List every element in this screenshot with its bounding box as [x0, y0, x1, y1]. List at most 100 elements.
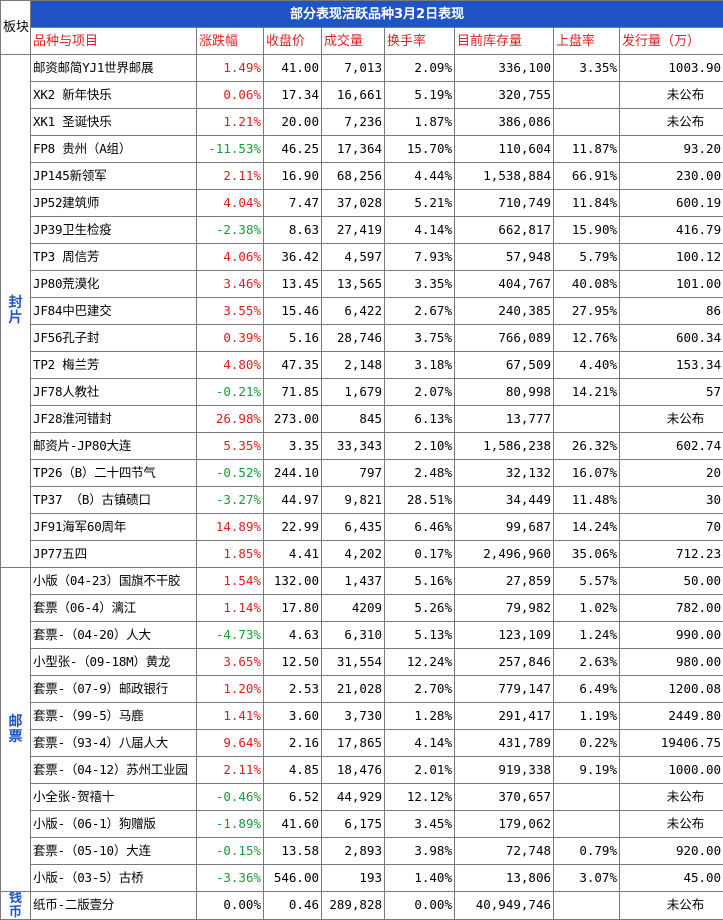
stock-cell: 13,777	[455, 406, 554, 433]
listing-rate-cell	[554, 892, 620, 920]
stock-cell: 370,657	[455, 784, 554, 811]
listing-rate-cell: 15.90%	[554, 217, 620, 244]
item-name-cell: 套票-（04-20）人大	[31, 622, 197, 649]
close-price-cell: 244.10	[264, 460, 322, 487]
title-row: 板块 部分表现活跃品种3月2日表现	[1, 1, 723, 28]
turnover-cell: 3.45%	[385, 811, 455, 838]
stock-cell: 13,806	[455, 865, 554, 892]
volume-cell: 845	[322, 406, 385, 433]
item-name-cell: 小版-（03-5）古桥	[31, 865, 197, 892]
issue-volume-cell: 未公布	[620, 784, 723, 811]
listing-rate-cell: 11.87%	[554, 136, 620, 163]
close-price-cell: 132.00	[264, 568, 322, 595]
close-price-cell: 13.58	[264, 838, 322, 865]
stock-cell: 27,859	[455, 568, 554, 595]
issue-volume-cell: 45.00	[620, 865, 723, 892]
turnover-cell: 5.21%	[385, 190, 455, 217]
close-price-cell: 16.90	[264, 163, 322, 190]
issue-volume-cell: 未公布	[620, 82, 723, 109]
change-cell: -2.38%	[197, 217, 264, 244]
stock-cell: 919,338	[455, 757, 554, 784]
item-name-cell: TP37 （B）古镇碛口	[31, 487, 197, 514]
close-price-cell: 2.16	[264, 730, 322, 757]
close-price-cell: 13.45	[264, 271, 322, 298]
listing-rate-cell: 4.40%	[554, 352, 620, 379]
item-name-cell: JP80荒漠化	[31, 271, 197, 298]
turnover-cell: 2.70%	[385, 676, 455, 703]
listing-rate-cell: 5.57%	[554, 568, 620, 595]
item-name-cell: 纸币-二版壹分	[31, 892, 197, 920]
volume-cell: 6,175	[322, 811, 385, 838]
stock-cell: 72,748	[455, 838, 554, 865]
close-price-cell: 20.00	[264, 109, 322, 136]
volume-cell: 797	[322, 460, 385, 487]
listing-rate-cell: 1.19%	[554, 703, 620, 730]
change-cell: 0.39%	[197, 325, 264, 352]
stock-cell: 257,846	[455, 649, 554, 676]
change-cell: -1.89%	[197, 811, 264, 838]
turnover-cell: 6.46%	[385, 514, 455, 541]
item-name-cell: JF78人教社	[31, 379, 197, 406]
volume-cell: 13,565	[322, 271, 385, 298]
issue-volume-cell: 600.34	[620, 325, 723, 352]
volume-cell: 28,746	[322, 325, 385, 352]
volume-cell: 1,679	[322, 379, 385, 406]
change-cell: 3.55%	[197, 298, 264, 325]
listing-rate-cell: 26.32%	[554, 433, 620, 460]
change-cell: 5.35%	[197, 433, 264, 460]
issue-volume-cell: 100.12	[620, 244, 723, 271]
issue-volume-cell: 70	[620, 514, 723, 541]
stock-cell: 34,449	[455, 487, 554, 514]
stock-cell: 67,509	[455, 352, 554, 379]
close-price-cell: 273.00	[264, 406, 322, 433]
stock-cell: 123,109	[455, 622, 554, 649]
stock-cell: 57,948	[455, 244, 554, 271]
column-header-name: 品种与项目	[31, 28, 197, 55]
issue-volume-cell: 93.20	[620, 136, 723, 163]
listing-rate-cell: 14.21%	[554, 379, 620, 406]
change-cell: 0.00%	[197, 892, 264, 920]
stock-cell: 766,089	[455, 325, 554, 352]
volume-cell: 16,661	[322, 82, 385, 109]
issue-volume-cell: 416.79	[620, 217, 723, 244]
listing-rate-cell: 11.48%	[554, 487, 620, 514]
issue-volume-cell: 未公布	[620, 892, 723, 920]
item-name-cell: FP8 贵州（A组）	[31, 136, 197, 163]
volume-cell: 1,437	[322, 568, 385, 595]
close-price-cell: 6.52	[264, 784, 322, 811]
volume-cell: 21,028	[322, 676, 385, 703]
turnover-cell: 5.16%	[385, 568, 455, 595]
stock-cell: 240,385	[455, 298, 554, 325]
item-name-cell: TP2 梅兰芳	[31, 352, 197, 379]
volume-cell: 44,929	[322, 784, 385, 811]
turnover-cell: 1.87%	[385, 109, 455, 136]
turnover-cell: 4.14%	[385, 730, 455, 757]
stock-cell: 404,767	[455, 271, 554, 298]
close-price-cell: 4.63	[264, 622, 322, 649]
close-price-cell: 47.35	[264, 352, 322, 379]
stock-cell: 291,417	[455, 703, 554, 730]
issue-volume-cell: 86	[620, 298, 723, 325]
turnover-cell: 3.75%	[385, 325, 455, 352]
close-price-cell: 41.60	[264, 811, 322, 838]
item-name-cell: XK1 圣诞快乐	[31, 109, 197, 136]
stock-cell: 779,147	[455, 676, 554, 703]
turnover-cell: 1.28%	[385, 703, 455, 730]
stock-cell: 1,586,238	[455, 433, 554, 460]
section-label-char: 片	[3, 311, 28, 326]
change-cell: -4.73%	[197, 622, 264, 649]
issue-volume-cell: 980.00	[620, 649, 723, 676]
turnover-cell: 28.51%	[385, 487, 455, 514]
stock-cell: 32,132	[455, 460, 554, 487]
change-cell: 26.98%	[197, 406, 264, 433]
listing-rate-cell	[554, 109, 620, 136]
issue-volume-cell: 57	[620, 379, 723, 406]
table-title: 部分表现活跃品种3月2日表现	[31, 1, 723, 28]
change-cell: 4.04%	[197, 190, 264, 217]
change-cell: -0.52%	[197, 460, 264, 487]
